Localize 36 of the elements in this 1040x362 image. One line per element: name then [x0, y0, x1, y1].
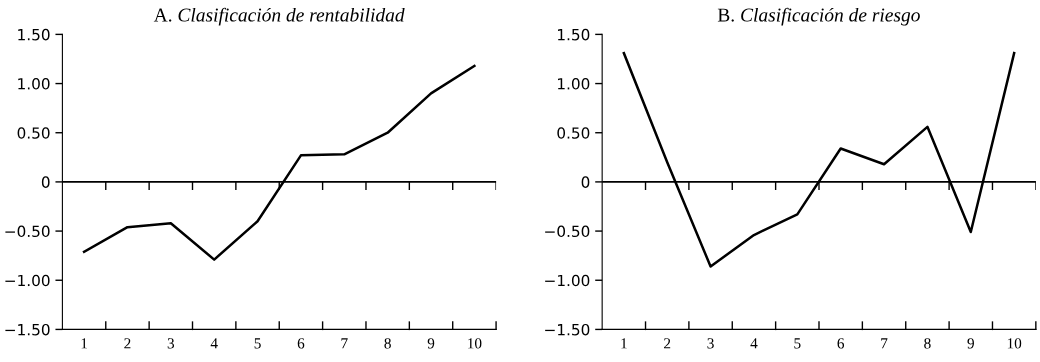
y-tick-label: −1.00	[5, 274, 50, 287]
chart-title: B. Clasificación de riesgo	[717, 7, 920, 26]
x-tick-label: 2	[124, 338, 131, 349]
x-tick-label: 1	[81, 338, 87, 349]
y-tick-label: 0.50	[17, 127, 50, 139]
x-tick-label: 7	[341, 338, 348, 349]
y-tick-label: 1.50	[18, 28, 50, 41]
x-tick-label: 3	[707, 338, 714, 349]
x-tick-label: 7	[881, 338, 888, 349]
x-tick-label: 9	[427, 338, 435, 349]
y-tick-label: 0.50	[557, 127, 590, 139]
chart-title: A. Clasificación de rentabilidad	[153, 7, 405, 26]
x-tick-label: 4	[750, 338, 758, 349]
x-tick-label: 5	[794, 338, 801, 349]
y-tick-label: −1.50	[5, 323, 50, 336]
y-tick-label: 1.00	[18, 78, 50, 90]
y-tick-label: −1.50	[545, 323, 590, 336]
x-tick-label: 5	[254, 338, 261, 349]
x-tick-label: 6	[837, 338, 845, 349]
y-tick-label: −0.50	[545, 225, 590, 238]
x-tick-label: 10	[468, 338, 482, 349]
x-tick-label: 2	[664, 338, 671, 349]
y-tick-label: 1.50	[558, 28, 590, 41]
x-tick-label: 8	[384, 338, 391, 349]
y-tick-label: −0.50	[5, 225, 50, 238]
y-tick-label: 0	[581, 176, 590, 188]
x-tick-label: 9	[967, 338, 974, 349]
x-tick-label: 10	[1007, 338, 1022, 349]
x-tick-label: 4	[210, 338, 218, 349]
y-tick-label: 1.00	[558, 78, 590, 90]
x-tick-label: 3	[167, 338, 175, 349]
y-tick-label: 0	[41, 176, 50, 188]
x-tick-label: 1	[621, 338, 627, 349]
y-tick-label: −1.00	[545, 274, 590, 287]
x-tick-label: 6	[297, 338, 305, 349]
x-tick-label: 8	[924, 338, 931, 349]
